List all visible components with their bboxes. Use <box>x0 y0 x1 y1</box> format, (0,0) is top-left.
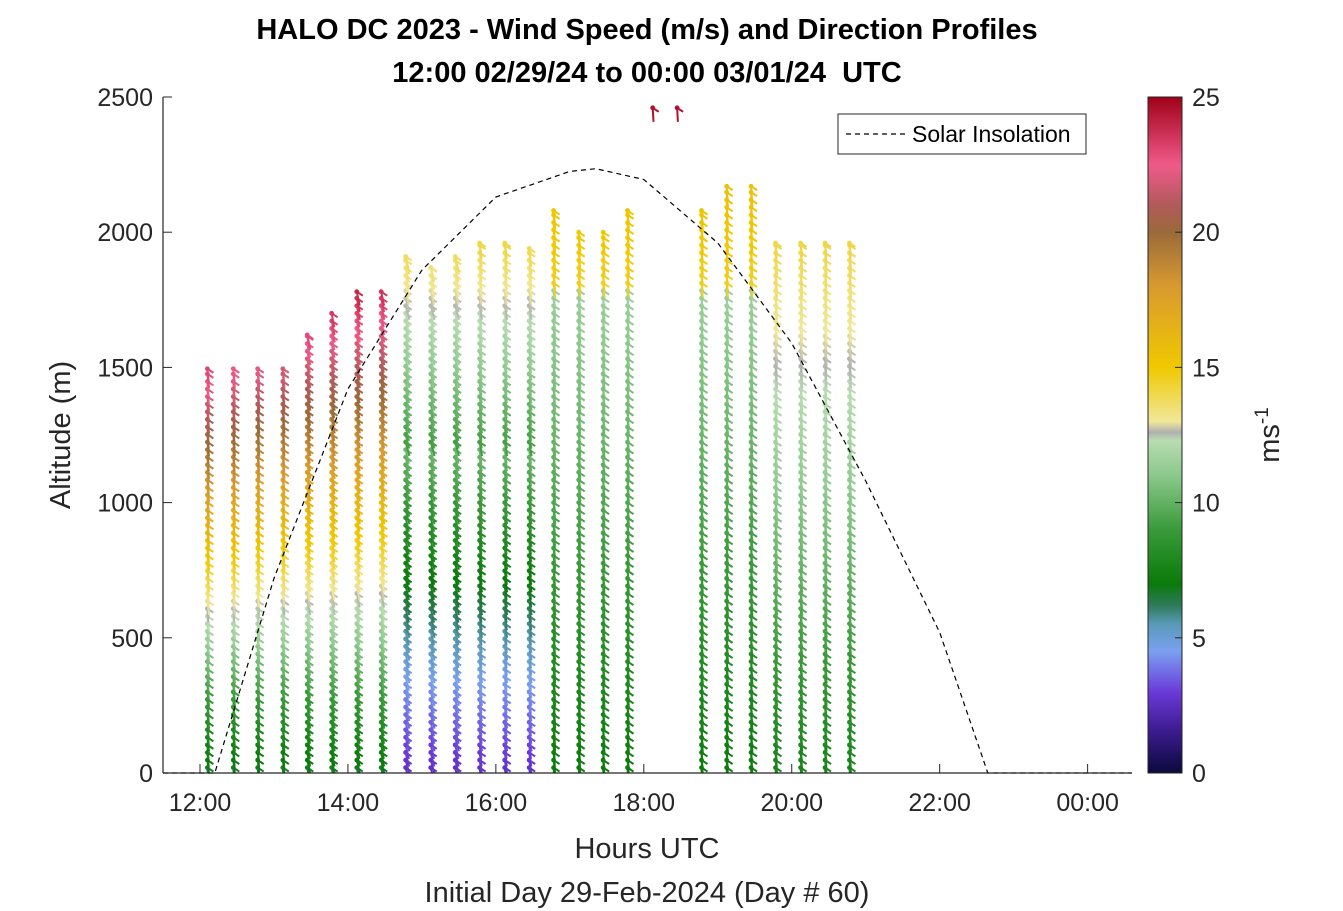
wind-barb <box>428 401 438 419</box>
wind-barb <box>674 105 684 122</box>
legend-solar-label: Solar Insolation <box>912 121 1071 147</box>
colorbar-ticks: 0 5 10 15 20 25 <box>1175 84 1220 788</box>
y-tick-label: 1500 <box>97 354 153 382</box>
wind-barb <box>304 332 314 350</box>
y-tick-label: 1000 <box>97 490 153 518</box>
wind-barb <box>699 208 709 225</box>
chart-subtitle: 12:00 02/29/24 to 00:00 03/01/24 UTC <box>392 57 901 89</box>
wind-barb <box>452 742 462 760</box>
chart-title: HALO DC 2023 - Wind Speed (m/s) and Dire… <box>256 14 1037 46</box>
y-tick-label: 2500 <box>97 84 153 112</box>
x-axis-ticks: 12:00 14:00 16:00 18:00 20:00 22:00 00:00 <box>169 764 1119 817</box>
wind-barb <box>452 254 462 271</box>
colorbar-label: ms-1 <box>1252 407 1286 463</box>
legend-box <box>837 113 1087 155</box>
x-tick-label: 18:00 <box>613 789 676 817</box>
wind-barb <box>724 183 734 201</box>
plot-frame <box>163 97 1132 773</box>
y-tick-label: 0 <box>139 760 153 788</box>
wind-barb <box>650 105 660 122</box>
colorbar-tick-label: 10 <box>1192 490 1220 518</box>
wind-barb <box>625 208 635 225</box>
wind-barb <box>230 366 240 383</box>
x-tick-label: 16:00 <box>465 789 528 817</box>
wind-barb <box>329 310 339 328</box>
x-tick-label: 00:00 <box>1056 789 1119 817</box>
colorbar-tick-label: 25 <box>1192 84 1220 112</box>
colorbar-tick-label: 0 <box>1192 760 1206 788</box>
x-tick-label: 12:00 <box>169 789 232 817</box>
colorbar-tick-label: 5 <box>1192 625 1206 653</box>
wind-barb <box>551 208 561 225</box>
wind-barb <box>847 240 856 258</box>
wind-barb <box>502 240 512 258</box>
x-axis-label: Hours UTC <box>574 833 719 865</box>
wind-barb <box>822 240 832 258</box>
wind-barb <box>378 289 388 306</box>
colorbar-label-exponent: -1 <box>1252 407 1273 424</box>
wind-barb <box>280 366 290 383</box>
wind-barb <box>403 254 413 271</box>
y-tick-label: 2000 <box>97 219 153 247</box>
colorbar: 0 5 10 15 20 25 ms-1 <box>1147 84 1286 788</box>
wind-barb <box>526 246 536 263</box>
wind-barb <box>452 310 462 328</box>
x-tick-label: 20:00 <box>760 789 823 817</box>
wind-barb <box>748 183 758 201</box>
x-tick-label: 22:00 <box>908 789 971 817</box>
x-tick-label: 14:00 <box>317 789 380 817</box>
wind-barb <box>600 229 610 247</box>
colorbar-tick-label: 20 <box>1192 219 1220 247</box>
y-tick-label: 500 <box>111 625 153 653</box>
wind-barb <box>204 366 214 383</box>
wind-barb <box>428 264 438 282</box>
y-axis-label: Altitude (m) <box>45 361 77 509</box>
colorbar-gradient <box>1147 96 1183 774</box>
wind-barb <box>576 229 586 247</box>
footer-label: Initial Day 29-Feb-2024 (Day # 60) <box>425 877 870 909</box>
wind-barb <box>354 289 364 306</box>
y-axis-ticks: 0 500 1000 1500 2000 2500 <box>97 84 172 788</box>
wind-barbs-layer <box>204 105 856 773</box>
plot-area: 0 500 1000 1500 2000 2500 12:00 14:00 16:00 18:0… <box>97 84 1132 817</box>
wind-barb <box>255 366 265 383</box>
colorbar-label-base: ms <box>1254 424 1286 463</box>
legend: Solar Insolation <box>837 113 1087 155</box>
wind-barb <box>798 240 808 258</box>
wind-barb <box>477 240 487 258</box>
wind-barb <box>773 240 783 258</box>
colorbar-tick-label: 15 <box>1192 354 1220 382</box>
